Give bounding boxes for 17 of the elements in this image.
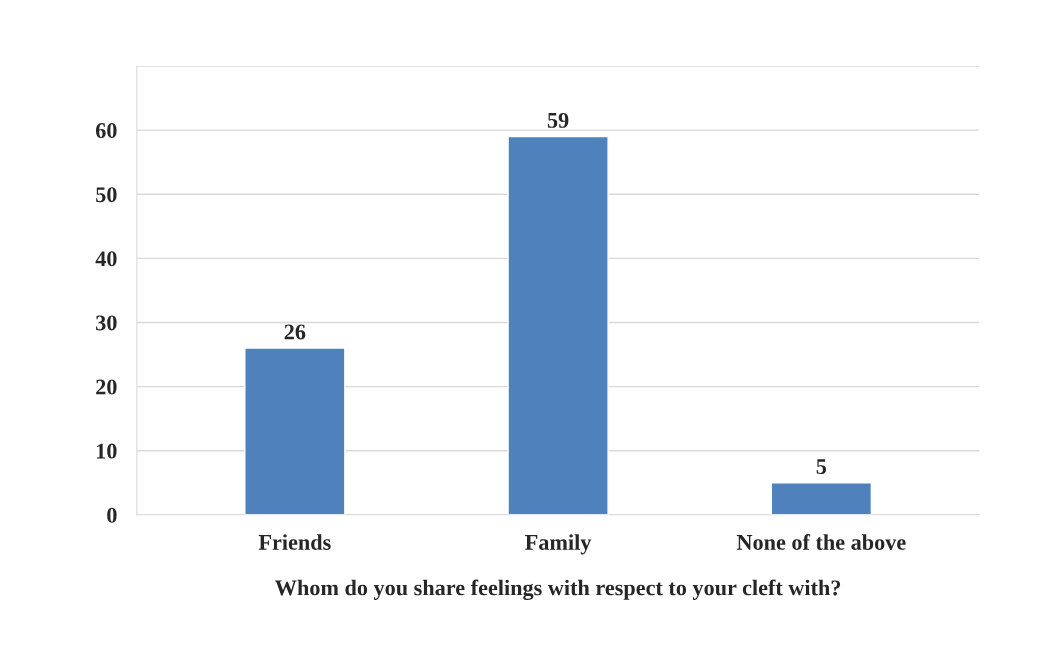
y-tick-label: 0 (107, 507, 117, 523)
y-tick-label: 10 (97, 443, 117, 459)
x-tick-label: None of the above (736, 534, 906, 550)
y-tick-label: 60 (95, 123, 117, 139)
bar (244, 347, 346, 515)
y-tick-label: 40 (95, 251, 117, 267)
data-label: 59 (547, 112, 569, 128)
data-label: 5 (816, 459, 827, 475)
x-axis-title: Whom do you share feelings with respect to your cleft with? (275, 579, 841, 601)
bar (507, 135, 609, 515)
y-tick-label: 20 (96, 379, 117, 395)
bar (770, 482, 873, 515)
y-tick-label: 50 (96, 187, 117, 203)
x-tick-label: Friends (258, 534, 331, 550)
y-tick-label: 30 (96, 315, 117, 331)
data-label: 26 (284, 324, 306, 340)
x-tick-label: Family (525, 534, 592, 555)
